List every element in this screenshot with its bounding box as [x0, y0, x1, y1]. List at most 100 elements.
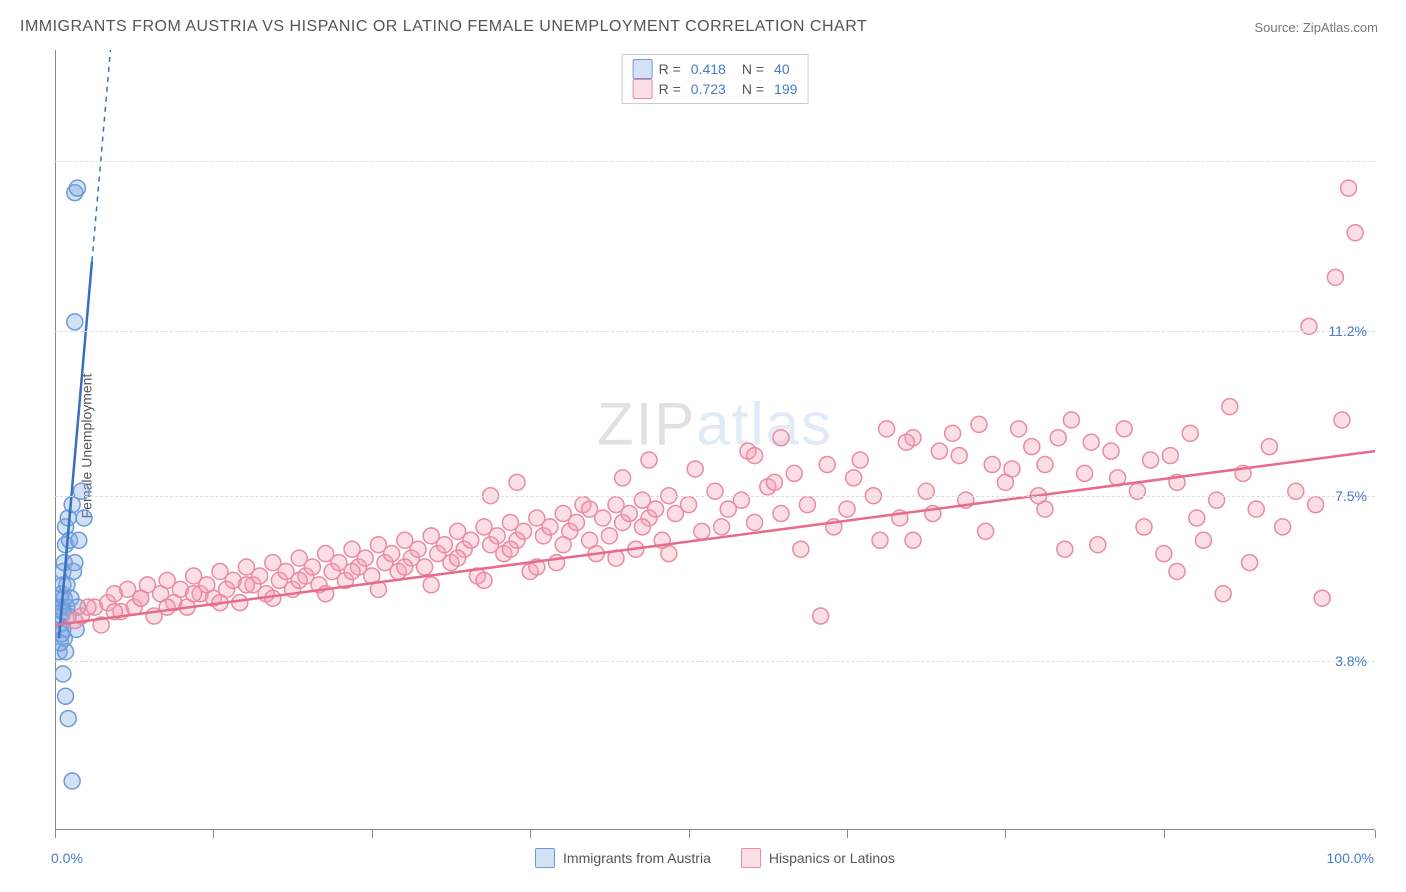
legend-swatch-hispanic	[741, 848, 761, 868]
data-point-hispanic	[344, 563, 360, 579]
data-point-hispanic	[1209, 492, 1225, 508]
y-tick-label: 7.5%	[1335, 488, 1367, 504]
legend-swatch-hispanic	[633, 79, 653, 99]
gridline	[55, 661, 1375, 662]
data-point-hispanic	[793, 541, 809, 557]
data-point-hispanic	[601, 528, 617, 544]
y-tick-label: 11.2%	[1328, 323, 1367, 339]
data-point-hispanic	[1275, 519, 1291, 535]
plot-area: ZIPatlas 3.8%7.5%11.2% R =0.418N =40R =0…	[55, 50, 1375, 830]
data-point-austria	[67, 555, 83, 571]
data-point-hispanic	[615, 470, 631, 486]
x-tick	[530, 830, 531, 838]
data-point-hispanic	[707, 483, 723, 499]
data-point-hispanic	[747, 448, 763, 464]
data-point-hispanic	[733, 492, 749, 508]
data-point-hispanic	[1314, 590, 1330, 606]
data-point-austria	[69, 180, 85, 196]
legend-n-value-hispanic: 199	[774, 81, 797, 97]
chart-svg	[55, 50, 1375, 830]
legend-row-austria: R =0.418N =40	[633, 59, 798, 79]
data-point-hispanic	[1334, 412, 1350, 428]
data-point-austria	[71, 532, 87, 548]
data-point-hispanic	[1301, 318, 1317, 334]
data-point-austria	[73, 483, 89, 499]
data-point-hispanic	[542, 519, 558, 535]
data-point-hispanic	[1242, 555, 1258, 571]
data-point-hispanic	[1162, 448, 1178, 464]
legend-n-label: N =	[742, 61, 764, 77]
data-point-hispanic	[436, 537, 452, 553]
data-point-hispanic	[1195, 532, 1211, 548]
data-point-austria	[55, 626, 70, 642]
data-point-hispanic	[450, 550, 466, 566]
x-tick	[689, 830, 690, 838]
data-point-austria	[60, 711, 76, 727]
data-point-hispanic	[1327, 269, 1343, 285]
data-point-hispanic	[1308, 497, 1324, 513]
data-point-hispanic	[1050, 430, 1066, 446]
x-tick	[1375, 830, 1376, 838]
data-point-hispanic	[971, 416, 987, 432]
data-point-hispanic	[1011, 421, 1027, 437]
data-point-hispanic	[1063, 412, 1079, 428]
data-point-hispanic	[648, 501, 664, 517]
x-tick	[213, 830, 214, 838]
x-tick	[1164, 830, 1165, 838]
trend-line-dashed-austria	[92, 50, 110, 261]
data-point-hispanic	[1189, 510, 1205, 526]
y-tick-label: 3.8%	[1335, 653, 1367, 669]
data-point-hispanic	[1057, 541, 1073, 557]
data-point-hispanic	[304, 559, 320, 575]
data-point-austria	[64, 773, 80, 789]
legend-swatch-austria	[535, 848, 555, 868]
data-point-hispanic	[1083, 434, 1099, 450]
data-point-hispanic	[634, 519, 650, 535]
data-point-hispanic	[786, 465, 802, 481]
data-point-hispanic	[1347, 225, 1363, 241]
data-point-hispanic	[621, 506, 637, 522]
legend-row-hispanic: R =0.723N =199	[633, 79, 798, 99]
data-point-hispanic	[1182, 425, 1198, 441]
data-point-hispanic	[839, 501, 855, 517]
data-point-hispanic	[1215, 586, 1231, 602]
x-tick	[1005, 830, 1006, 838]
data-point-hispanic	[80, 599, 96, 615]
data-point-hispanic	[898, 434, 914, 450]
data-point-hispanic	[687, 461, 703, 477]
data-point-hispanic	[502, 541, 518, 557]
data-point-hispanic	[1037, 457, 1053, 473]
data-point-hispanic	[681, 497, 697, 513]
x-tick	[847, 830, 848, 838]
legend-item-austria: Immigrants from Austria	[535, 848, 711, 868]
data-point-hispanic	[463, 532, 479, 548]
legend-n-label: N =	[742, 81, 764, 97]
source-link[interactable]: ZipAtlas.com	[1303, 20, 1378, 35]
data-point-hispanic	[384, 546, 400, 562]
data-point-hispanic	[641, 452, 657, 468]
legend-label-austria: Immigrants from Austria	[563, 850, 711, 866]
data-point-hispanic	[846, 470, 862, 486]
legend-swatch-austria	[633, 59, 653, 79]
data-point-hispanic	[1129, 483, 1145, 499]
data-point-hispanic	[1169, 563, 1185, 579]
data-point-hispanic	[747, 514, 763, 530]
data-point-hispanic	[819, 457, 835, 473]
data-point-hispanic	[417, 559, 433, 575]
data-point-hispanic	[694, 523, 710, 539]
x-tick	[372, 830, 373, 838]
source-attribution: Source: ZipAtlas.com	[1254, 20, 1378, 35]
data-point-hispanic	[905, 532, 921, 548]
data-point-hispanic	[1136, 519, 1152, 535]
data-point-hispanic	[186, 586, 202, 602]
data-point-hispanic	[1261, 439, 1277, 455]
data-point-hispanic	[582, 532, 598, 548]
x-tick	[55, 830, 56, 838]
data-point-hispanic	[984, 457, 1000, 473]
data-point-hispanic	[397, 559, 413, 575]
trend-line-hispanic	[55, 451, 1375, 625]
legend-r-value-austria: 0.418	[691, 61, 726, 77]
data-point-hispanic	[291, 572, 307, 588]
data-point-hispanic	[159, 599, 175, 615]
data-point-hispanic	[813, 608, 829, 624]
